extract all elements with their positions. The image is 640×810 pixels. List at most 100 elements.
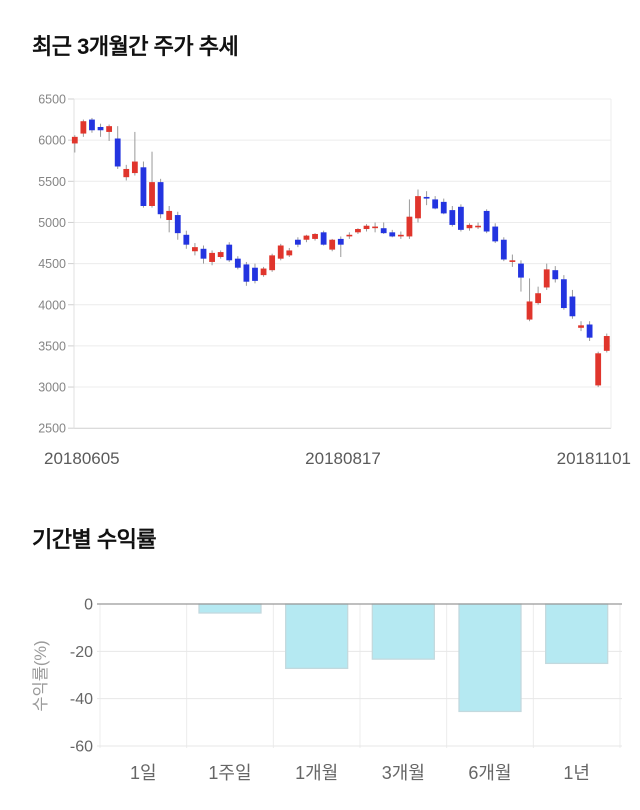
candle-down [252,263,258,284]
candle-body [183,234,190,245]
candle-up [209,250,215,266]
returns-bar-chart: 0 -20 -40 -60 1일 1주일 1개월 3개월 6개월 1년 수익률(%) [31,597,622,783]
candle-body [569,296,576,317]
candle-body [80,121,87,134]
candle-up [466,223,473,231]
candle-down [423,191,430,206]
candle-down [234,256,241,270]
candle-down [586,321,593,341]
candle-down [432,196,439,210]
candle-body [252,267,258,281]
candle-body [363,225,370,230]
candle-down [114,126,121,169]
candle-body [475,225,481,228]
candle-body [123,168,130,178]
candle-up [475,222,481,230]
candle-down [389,229,396,238]
candle-up [131,131,138,176]
x-axis-category-label: 6개월 [468,763,511,783]
y-axis-tick-label: 6000 [38,134,66,148]
candle-body [380,228,387,234]
candle-body [372,226,378,229]
candle-body [509,260,516,262]
candle-up [406,199,413,239]
candle-body [432,199,439,209]
candle-body [535,293,542,304]
candle-body [560,279,567,309]
candle-up [603,333,610,353]
candle-body [243,264,250,282]
candle-body [492,226,499,242]
y-axis-tick-label: 5500 [38,175,66,189]
candle-up [286,247,293,258]
x-axis-date-label: 20180817 [305,449,381,468]
candle-up [372,222,378,233]
return-bar [371,603,435,660]
candle-body [174,215,181,234]
candle-up [192,243,198,256]
x-axis-category-label: 1일 [130,763,157,783]
candle-body [106,126,113,132]
candle-body [234,258,241,268]
returns-chart-title: 기간별 수익률 [32,527,157,552]
candle-down [569,289,576,319]
candle-body [286,250,293,256]
candle-down [380,222,387,234]
candle-body [89,119,95,131]
candle-body [578,325,584,328]
candle-body [415,196,421,219]
candle-down [174,211,181,240]
candle-up [363,224,370,232]
y-axis-title: 수익률(%) [31,640,50,711]
candle-up [166,205,173,233]
candle-body [449,210,456,225]
candle-body [329,239,336,250]
x-axis-category-label: 3개월 [382,763,425,783]
candle-body [277,245,284,259]
candle-down [140,161,147,208]
price-candlestick-chart: 6500 6000 5500 5000 4500 4000 3500 3000 2500 2018… [38,93,631,469]
return-bar [545,603,609,665]
candle-up [329,238,336,252]
candle-body [294,239,301,245]
candle-up [543,263,550,290]
y-axis-tick-label: 4500 [38,257,66,271]
candle-down [552,266,559,283]
candle-up [578,321,584,332]
candle-body [200,248,207,259]
candle-body [97,126,104,131]
candle-body [552,270,559,280]
candle-body [518,263,524,278]
y-axis-tick-label: 0 [84,597,93,614]
candle-body [595,353,602,386]
candle-down [320,230,327,246]
candle-body [337,238,344,245]
x-axis-category-label: 1개월 [295,763,338,783]
candle-body [157,182,164,215]
candle-body [260,268,267,276]
candle-down [226,242,233,262]
candle-up [312,233,318,241]
y-axis-tick-label: 5000 [38,216,66,230]
candle-up [277,243,284,261]
x-axis-date-label: 20181101 [557,449,631,468]
candle-down [157,178,164,219]
candle-down [458,204,464,232]
candle-down [483,209,490,234]
candle-body [217,252,224,258]
y-axis-tick-label: 3500 [38,339,66,353]
candle-down [449,205,456,227]
candle-body [406,216,413,237]
candle-body [389,232,396,237]
candle-body [303,235,310,240]
candle-up [535,286,542,305]
candle-up [303,234,310,243]
price-chart-title: 최근 3개월간 주가 추세 [32,34,239,59]
candle-body [346,234,353,237]
return-bar [198,603,262,614]
x-axis-category-label: 1년 [563,763,590,783]
y-axis-tick-label: 2500 [38,422,66,436]
y-axis-tick-label: -60 [70,738,93,755]
